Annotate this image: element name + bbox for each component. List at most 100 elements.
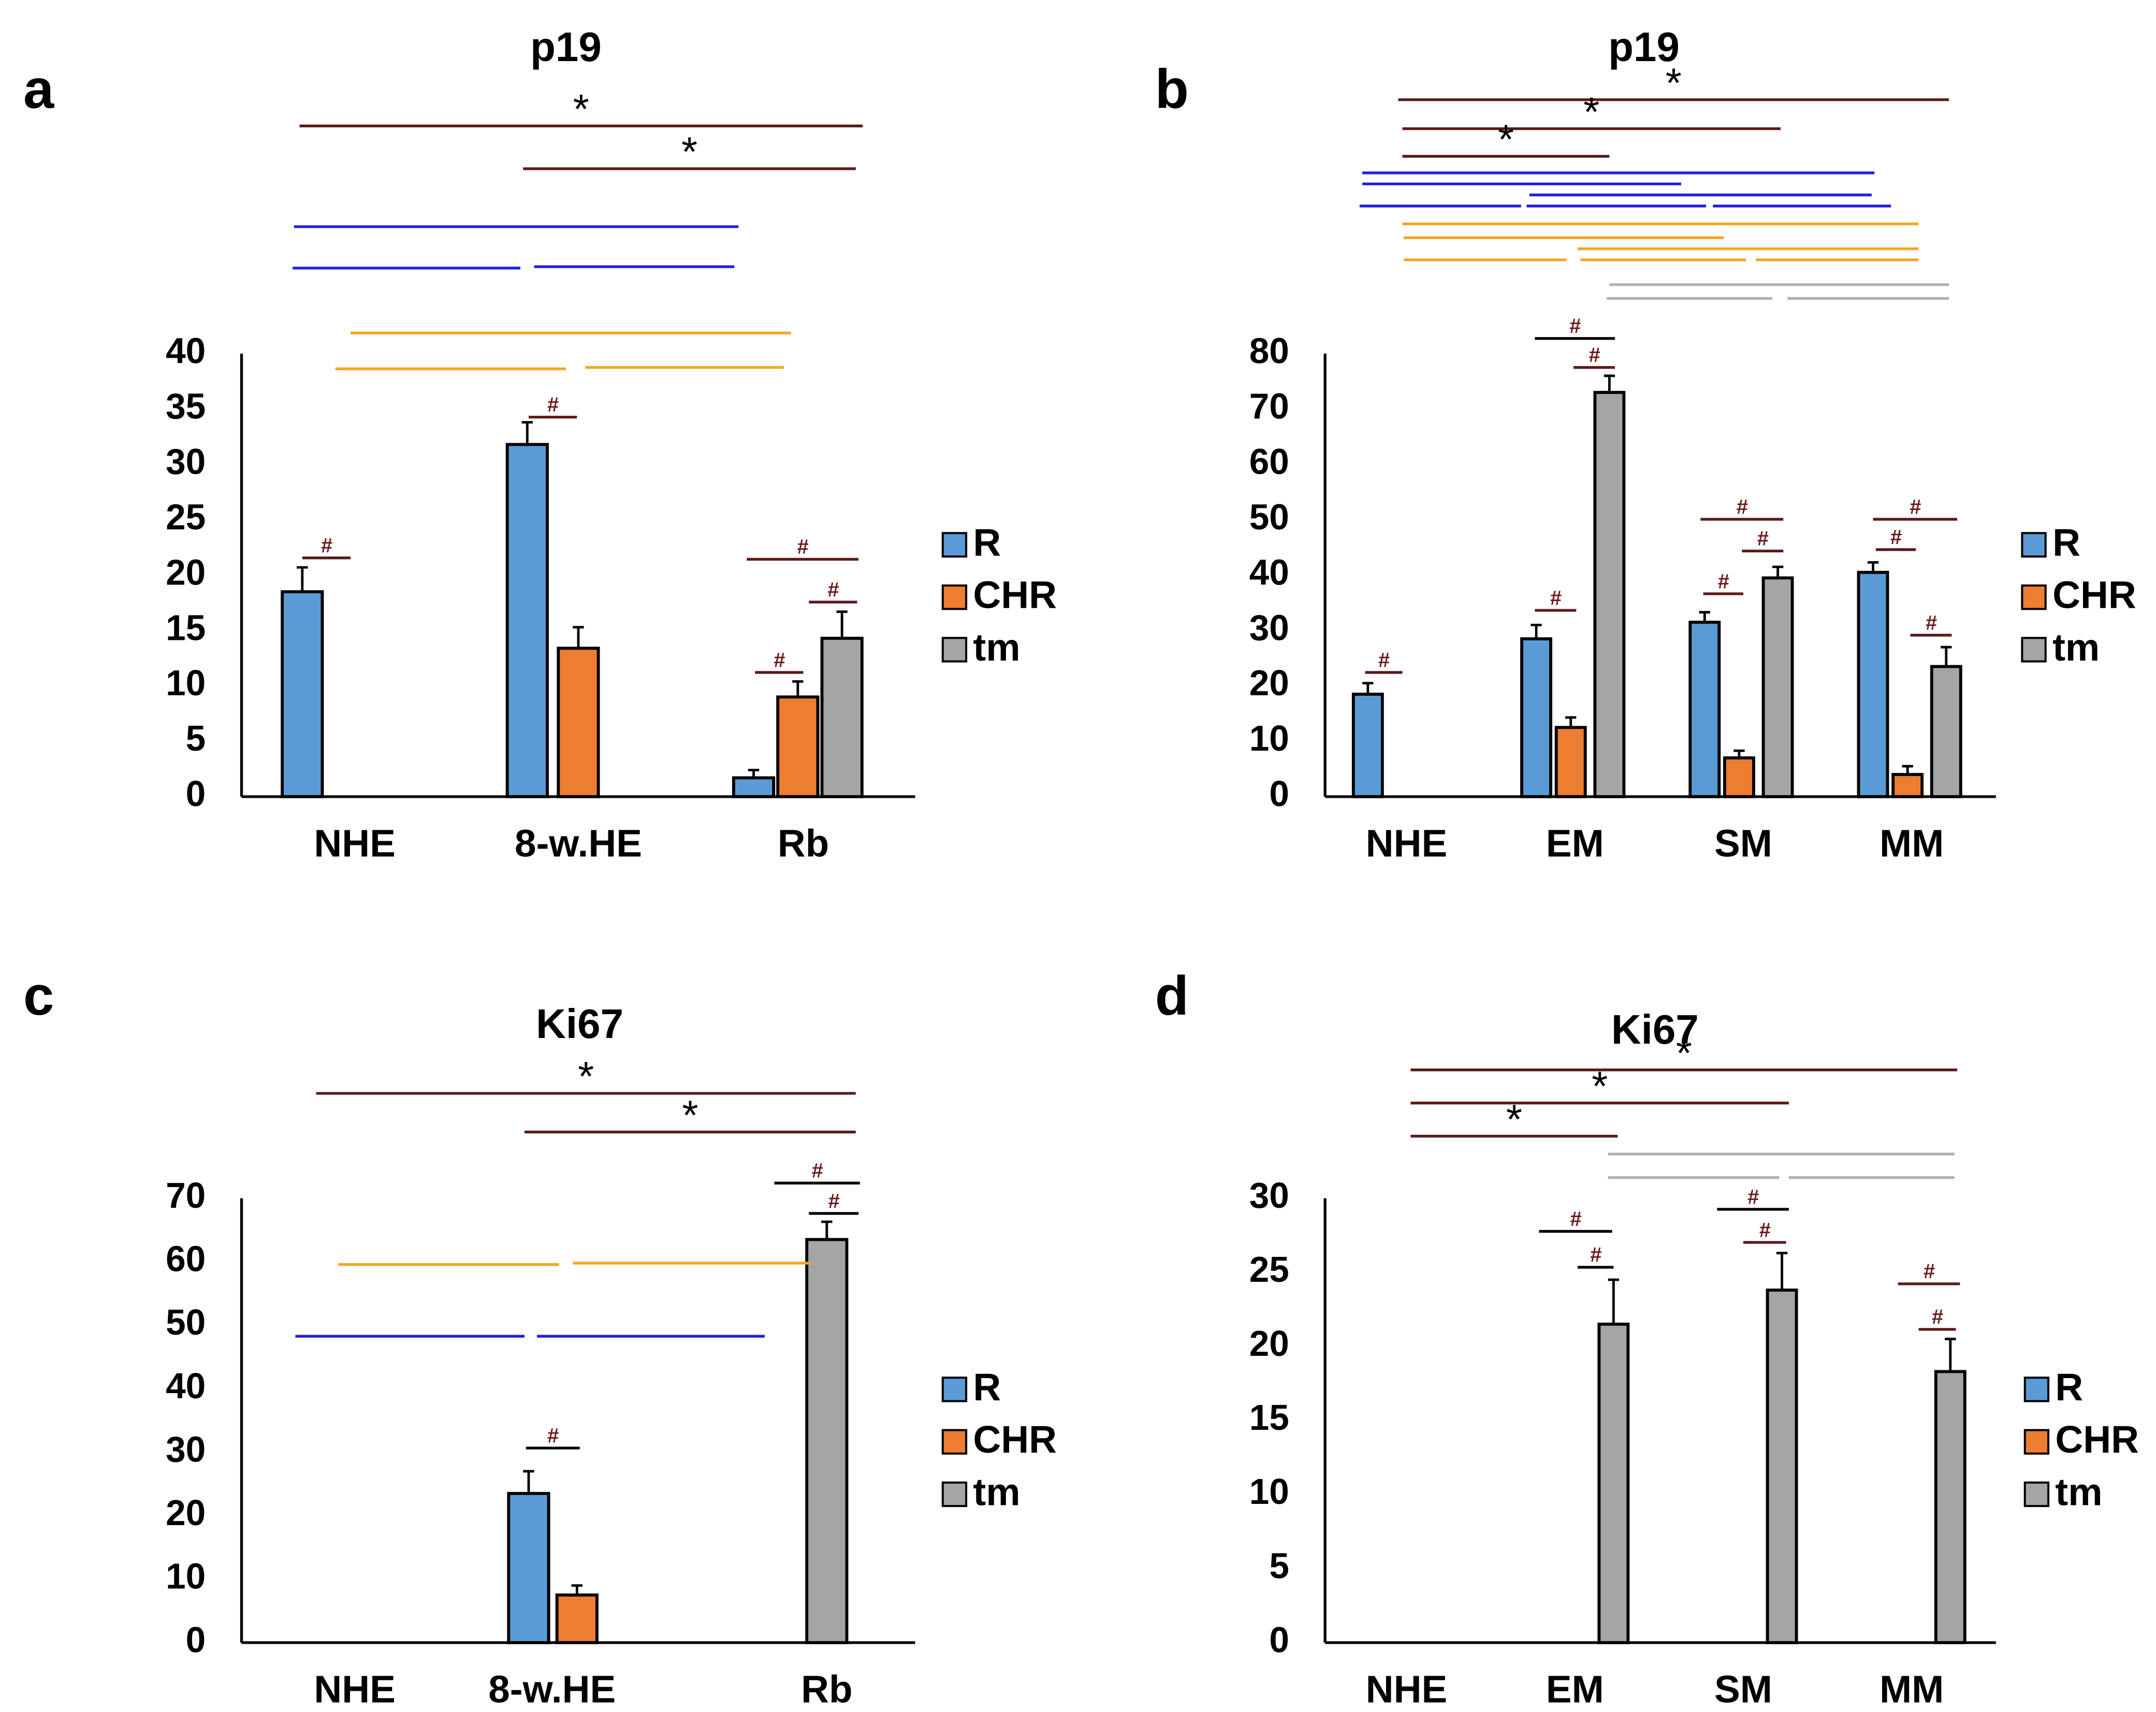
significance-hash: # <box>547 393 559 416</box>
y-tick-label: 0 <box>186 1619 206 1660</box>
legend-swatch-CHR <box>2023 1429 2050 1455</box>
x-tick-label: SM <box>1714 1667 1772 1711</box>
y-tick-label: 40 <box>166 1366 206 1406</box>
y-tick-label: 70 <box>166 1175 206 1216</box>
x-tick-label: EM <box>1546 822 1604 865</box>
y-tick-label: 10 <box>166 663 206 703</box>
bar-tm <box>1930 665 1962 798</box>
legend-label: R <box>2052 520 2080 564</box>
chart-title: p19 <box>1608 24 1680 70</box>
y-tick-label: 70 <box>1249 386 1289 426</box>
y-tick-label: 10 <box>166 1556 206 1597</box>
bar-R <box>1857 570 1889 798</box>
x-tick-label: 8-w.HE <box>488 1667 616 1711</box>
bar-tm <box>1593 391 1626 798</box>
y-tick-label: 30 <box>1249 1175 1289 1216</box>
significance-hash: # <box>1590 1243 1602 1266</box>
y-tick-label: 20 <box>1249 1323 1289 1364</box>
legend-label: R <box>973 1365 1001 1409</box>
bar-CHR <box>555 1593 599 1644</box>
y-tick-label: 50 <box>166 1302 206 1342</box>
y-tick-label: 0 <box>1269 773 1289 814</box>
significance-hash: # <box>547 1424 559 1447</box>
bar-tm <box>1597 1322 1630 1644</box>
bar-R <box>1351 693 1384 798</box>
legend-label: CHR <box>2052 573 2136 617</box>
significance-hash: # <box>1589 344 1600 367</box>
legend-swatch-tm <box>941 637 968 663</box>
significance-hash: # <box>1570 1208 1582 1231</box>
significance-star: * <box>1592 1063 1608 1109</box>
y-tick-label: 40 <box>1249 552 1289 592</box>
significance-hash: # <box>1910 495 1921 518</box>
significance-hash: # <box>774 649 785 671</box>
y-tick-label: 35 <box>166 386 206 426</box>
significance-hash: # <box>1923 1260 1935 1283</box>
significance-star: * <box>681 129 697 175</box>
chart-title: Ki67 <box>1611 1006 1699 1052</box>
bar-tm <box>1766 1289 1798 1644</box>
legend-swatch-CHR <box>941 1429 968 1455</box>
y-tick-label: 30 <box>166 441 206 481</box>
bar-tm <box>1761 576 1794 798</box>
significance-hash: # <box>1747 1186 1759 1208</box>
legend-label: tm <box>973 625 1020 669</box>
y-tick-label: 5 <box>186 718 206 758</box>
panel-letter: c <box>23 964 54 1027</box>
legend-label: R <box>2055 1365 2083 1409</box>
bar-tm <box>1934 1370 1966 1644</box>
legend-label: CHR <box>973 1417 1057 1461</box>
y-tick-label: 80 <box>1249 330 1289 371</box>
panel-letter: d <box>1155 964 1189 1027</box>
bar-R <box>732 776 776 798</box>
legend-label: tm <box>2052 625 2100 669</box>
y-tick-label: 60 <box>166 1239 206 1279</box>
significance-hash: # <box>1757 528 1769 550</box>
y-tick-label: 15 <box>166 607 206 648</box>
panel-letter: a <box>23 58 54 120</box>
y-tick-label: 5 <box>1269 1545 1289 1586</box>
x-tick-label: NHE <box>314 1667 396 1711</box>
significance-hash: # <box>1925 611 1937 634</box>
significance-hash: # <box>1550 587 1562 609</box>
legend-swatch-CHR <box>941 584 968 610</box>
legend-swatch-CHR <box>2021 584 2047 610</box>
y-tick-label: 10 <box>1249 718 1289 758</box>
y-tick-label: 25 <box>1249 1249 1289 1290</box>
significance-hash: # <box>1378 649 1390 671</box>
x-tick-label: SM <box>1714 822 1772 865</box>
x-tick-label: MM <box>1880 1667 1944 1711</box>
y-tick-label: 0 <box>1269 1619 1289 1660</box>
x-tick-label: Rb <box>801 1667 852 1711</box>
x-tick-label: 8-w.HE <box>515 822 642 865</box>
significance-hash: # <box>1890 526 1902 549</box>
significance-hash: # <box>1736 495 1748 518</box>
x-tick-label: NHE <box>1366 1667 1448 1711</box>
legend-swatch-tm <box>2021 637 2047 663</box>
legend-swatch-R <box>941 1377 968 1402</box>
y-tick-label: 30 <box>166 1429 206 1469</box>
significance-star: * <box>682 1092 698 1138</box>
significance-star: * <box>573 86 589 132</box>
chart-title: Ki67 <box>536 1001 623 1047</box>
legend-label: tm <box>973 1470 1020 1513</box>
bar-R <box>281 590 324 798</box>
y-tick-label: 20 <box>166 1492 206 1533</box>
bar-CHR <box>557 647 600 798</box>
bar-tm <box>820 637 864 798</box>
bar-CHR <box>1891 773 1924 798</box>
y-tick-label: 0 <box>186 773 206 814</box>
significance-star: * <box>1676 1030 1692 1076</box>
bar-CHR <box>1723 756 1755 798</box>
y-tick-label: 20 <box>166 552 206 592</box>
y-tick-label: 50 <box>1249 496 1289 537</box>
legend-label: CHR <box>973 573 1057 617</box>
significance-star: * <box>1666 60 1682 106</box>
significance-star: * <box>1506 1096 1522 1142</box>
y-tick-label: 25 <box>166 496 206 537</box>
panel-a: a p19 0 5 10 15 20 25 30 35 40 NHE 8-w.HE Rb * * # # # # # R… <box>23 24 1057 865</box>
significance-hash: # <box>1931 1306 1943 1328</box>
y-tick-label: 40 <box>166 330 206 371</box>
significance-hash: # <box>1569 315 1581 338</box>
